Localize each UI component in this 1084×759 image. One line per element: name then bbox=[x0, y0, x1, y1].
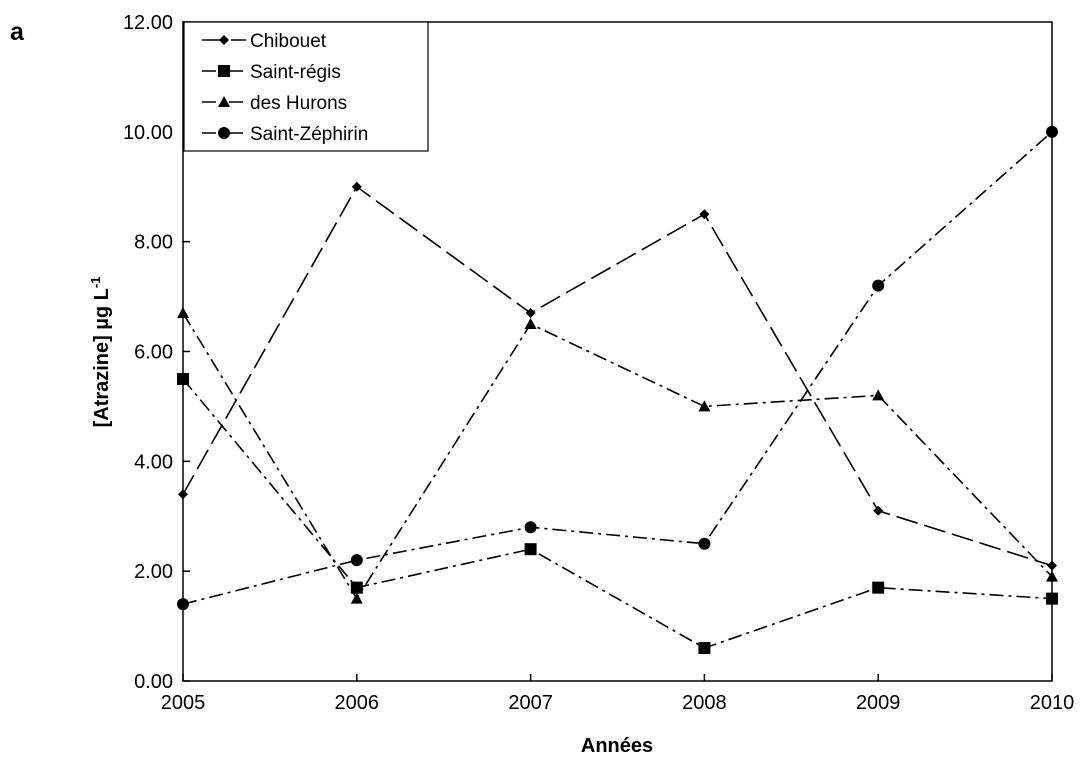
series-line bbox=[182, 131, 1053, 605]
plot-area-frame bbox=[182, 21, 1053, 682]
y-tick-label: 10.00 bbox=[123, 122, 173, 144]
legend-item: Saint-Zéphirin bbox=[202, 124, 368, 145]
y-axis-title-text: [Atrazine] µg L bbox=[91, 288, 113, 427]
y-axis-title: [Atrazine] µg L-1 bbox=[88, 277, 113, 428]
data-point bbox=[698, 537, 711, 550]
series-des-hurons bbox=[177, 307, 1058, 604]
series-saint-r-gis bbox=[177, 372, 1058, 655]
data-point bbox=[351, 181, 362, 192]
data-point bbox=[698, 400, 711, 412]
series-layer bbox=[177, 125, 1058, 655]
x-tick-label: 2005 bbox=[161, 692, 206, 714]
legend-label: Chibouet bbox=[250, 31, 327, 52]
legend-label: des Hurons bbox=[250, 93, 347, 114]
series-line bbox=[182, 312, 1053, 601]
x-tick-label: 2010 bbox=[1030, 692, 1075, 714]
x-axis-title: Années bbox=[581, 735, 653, 757]
series-line bbox=[182, 185, 1053, 567]
legend-marker bbox=[219, 35, 229, 45]
series-saint-z-phirin bbox=[177, 125, 1058, 611]
data-point bbox=[872, 279, 885, 292]
x-axis-ticks: 2005 2006 2007 2008 2009 2010 bbox=[161, 674, 1075, 714]
data-point bbox=[873, 505, 884, 516]
data-point bbox=[524, 521, 537, 534]
legend-marker bbox=[218, 127, 230, 139]
legend-label: Saint-régis bbox=[250, 62, 341, 83]
panel-label: a bbox=[10, 18, 24, 46]
x-tick-label: 2007 bbox=[508, 692, 553, 714]
legend: Chibouet Saint-régis des Hurons Saint-Zéphi… bbox=[183, 21, 429, 152]
data-point bbox=[699, 209, 710, 220]
data-point bbox=[525, 308, 536, 319]
y-tick-label: 2.00 bbox=[134, 561, 173, 583]
y-tick-label: 6.00 bbox=[134, 342, 173, 364]
data-point bbox=[350, 592, 363, 604]
x-tick-label: 2008 bbox=[682, 692, 727, 714]
legend-item: des Hurons bbox=[202, 93, 347, 114]
data-point bbox=[872, 581, 885, 594]
data-point bbox=[872, 389, 885, 401]
data-point bbox=[524, 543, 537, 556]
y-tick-label: 0.00 bbox=[134, 671, 173, 693]
y-axis-ticks: 0.00 2.00 4.00 6.00 8.00 10.00 12.00 bbox=[123, 12, 190, 693]
y-axis-title-superscript: -1 bbox=[88, 277, 103, 289]
x-tick-label: 2009 bbox=[856, 692, 901, 714]
legend-item: Saint-régis bbox=[202, 62, 341, 83]
legend-marker bbox=[218, 65, 230, 77]
legend-marker bbox=[218, 96, 230, 107]
data-point bbox=[350, 581, 363, 594]
legend-label: Saint-Zéphirin bbox=[250, 124, 368, 145]
x-tick-label: 2006 bbox=[335, 692, 380, 714]
y-tick-label: 12.00 bbox=[123, 12, 173, 34]
series-line bbox=[182, 378, 1053, 649]
legend-item: Chibouet bbox=[202, 31, 327, 52]
data-point bbox=[524, 318, 537, 330]
y-tick-label: 4.00 bbox=[134, 451, 173, 473]
data-point bbox=[350, 554, 363, 567]
data-point bbox=[698, 642, 711, 655]
y-tick-label: 8.00 bbox=[134, 232, 173, 254]
series-chibouet bbox=[178, 181, 1057, 571]
